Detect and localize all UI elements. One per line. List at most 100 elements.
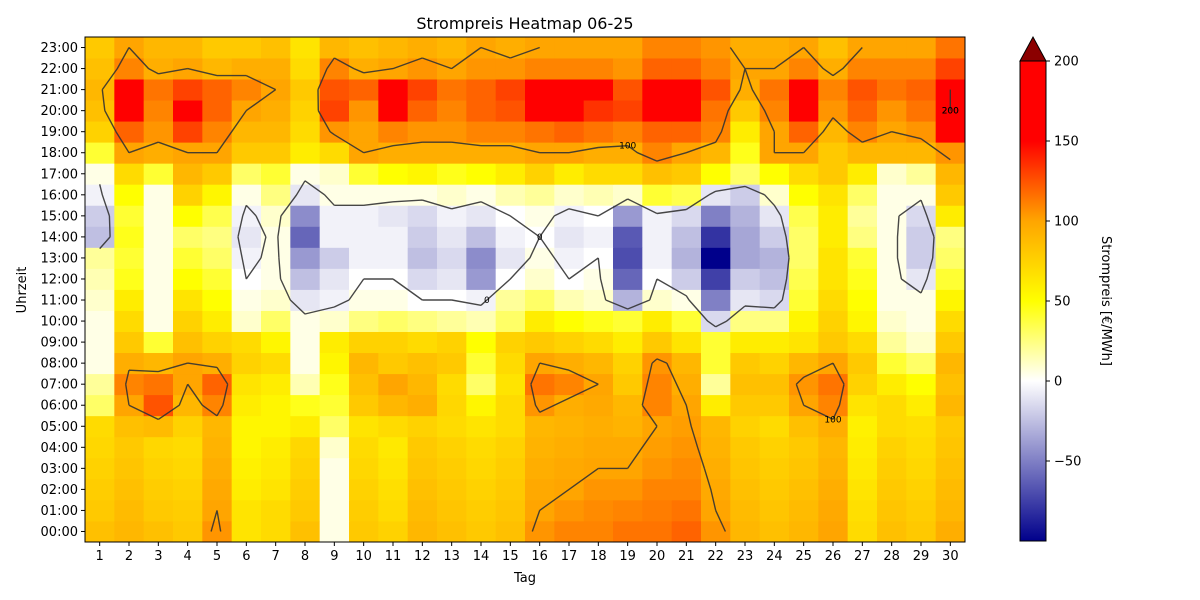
heatmap-cell [114, 100, 145, 122]
heatmap-cell [319, 520, 350, 543]
heatmap-cell [906, 331, 937, 354]
heatmap-cell [554, 184, 585, 206]
heatmap-cell [730, 310, 761, 332]
heatmap-cell [701, 247, 731, 269]
heatmap-cell [349, 373, 379, 396]
heatmap-cell [173, 499, 203, 522]
heatmap-cell [935, 436, 966, 459]
heatmap-cell [407, 457, 438, 480]
heatmap-cell [407, 373, 438, 396]
heatmap-cell [613, 121, 643, 143]
heatmap-cell [231, 37, 262, 59]
heatmap-cell [407, 58, 438, 80]
heatmap-cell [642, 478, 673, 501]
heatmap-cell [906, 436, 937, 459]
heatmap-cell [642, 37, 673, 59]
heatmap-cell [759, 79, 790, 101]
heatmap-cell [818, 478, 849, 501]
heatmap-cell [466, 478, 497, 501]
heatmap-cell [935, 289, 966, 311]
heatmap-cell [671, 457, 702, 480]
heatmap-cell [935, 478, 966, 501]
heatmap-cell [231, 520, 262, 543]
heatmap-cell [319, 205, 350, 227]
heatmap-cell [877, 499, 907, 522]
heatmap-cell [143, 415, 174, 438]
heatmap-cell [906, 37, 937, 59]
heatmap-cell [847, 457, 878, 480]
heatmap-cell [877, 478, 907, 501]
heatmap-cell [231, 352, 262, 375]
heatmap-cell [730, 247, 761, 269]
heatmap-cell [613, 520, 643, 543]
heatmap-cell [143, 394, 174, 417]
heatmap-cell [935, 58, 966, 80]
heatmap-cell [906, 163, 937, 185]
heatmap-cell [143, 121, 174, 143]
heatmap-cell [349, 520, 379, 543]
colorbar-tick-label: 200 [1054, 55, 1079, 70]
heatmap-cell [173, 415, 203, 438]
heatmap-cell [789, 163, 819, 185]
heatmap-cell [730, 268, 761, 290]
heatmap-cell [789, 373, 819, 396]
heatmap-cell [407, 520, 438, 543]
heatmap-cell [818, 268, 849, 290]
heatmap-cell [231, 184, 262, 206]
y-tick-label: 17:00 [41, 167, 78, 182]
heatmap-cell [613, 37, 643, 59]
heatmap-cell [319, 37, 350, 59]
heatmap-cell [847, 79, 878, 101]
heatmap-cell [202, 310, 233, 332]
heatmap-cell [143, 268, 174, 290]
heatmap-cell [583, 436, 614, 459]
heatmap-cell [290, 352, 321, 375]
heatmap-cell [730, 121, 761, 143]
heatmap-cell [495, 37, 526, 59]
heatmap-cell [906, 58, 937, 80]
heatmap-cell [906, 310, 937, 332]
heatmap-cell [261, 415, 291, 438]
heatmap-cell [114, 352, 145, 375]
heatmap-cell [935, 499, 966, 522]
heatmap-cell [525, 100, 555, 122]
heatmap-cell [613, 100, 643, 122]
heatmap-cell [759, 268, 790, 290]
heatmap-cell [613, 58, 643, 80]
heatmap-cell [935, 247, 966, 269]
heatmap-cell [525, 478, 555, 501]
heatmap-cell [407, 37, 438, 59]
heatmap-cell [554, 457, 585, 480]
heatmap-cell [730, 331, 761, 354]
heatmap-cell [759, 331, 790, 354]
heatmap-cell [231, 310, 262, 332]
heatmap-cell [378, 184, 409, 206]
heatmap-cell [671, 310, 702, 332]
heatmap-cell [789, 184, 819, 206]
heatmap-cell [85, 436, 115, 459]
heatmap-cell [554, 226, 585, 248]
heatmap-cell [378, 37, 409, 59]
heatmap-cell [114, 247, 145, 269]
heatmap-cell [495, 415, 526, 438]
heatmap-cell [261, 205, 291, 227]
heatmap-cell [290, 142, 321, 164]
heatmap-cell [85, 352, 115, 375]
heatmap-cell [466, 121, 497, 143]
heatmap-cell [114, 268, 145, 290]
heatmap-cell [701, 205, 731, 227]
heatmap-cell [877, 79, 907, 101]
heatmap-cell [231, 79, 262, 101]
heatmap-cell [143, 457, 174, 480]
heatmap-cell [466, 268, 497, 290]
y-tick-label: 16:00 [41, 188, 78, 203]
heatmap-cell [407, 352, 438, 375]
heatmap-cell [290, 457, 321, 480]
heatmap-cell [525, 415, 555, 438]
heatmap-cell [818, 142, 849, 164]
heatmap-cell [290, 226, 321, 248]
heatmap-cell [759, 289, 790, 311]
contour-line [101, 46, 951, 532]
heatmap-cell [583, 331, 614, 354]
heatmap-cell [407, 163, 438, 185]
